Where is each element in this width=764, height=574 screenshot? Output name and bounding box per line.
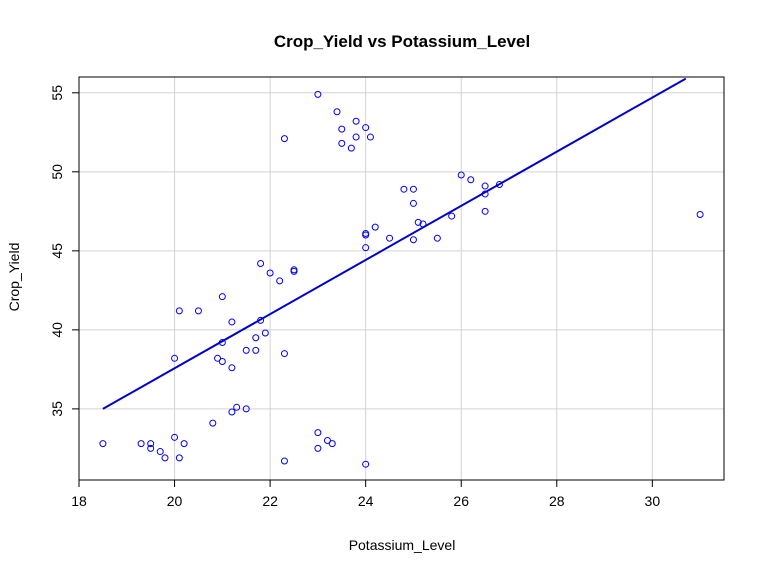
data-point	[409, 185, 417, 193]
y-tick-label: 55	[49, 85, 65, 101]
data-point	[495, 180, 503, 188]
data-points	[99, 90, 704, 468]
data-point	[314, 90, 322, 98]
data-point	[481, 182, 489, 190]
data-point	[137, 440, 145, 448]
y-axis-label: Crop_Yield	[6, 243, 22, 312]
y-tick-label: 50	[49, 164, 65, 180]
data-point	[338, 125, 346, 133]
data-point	[228, 408, 236, 416]
y-tick-label: 45	[49, 243, 65, 259]
data-point	[218, 293, 226, 301]
data-point	[696, 210, 704, 218]
data-point	[175, 454, 183, 462]
data-point	[209, 419, 217, 427]
data-point	[457, 171, 465, 179]
data-point	[214, 354, 222, 362]
data-point	[352, 117, 360, 125]
data-point	[180, 440, 188, 448]
y-tick-label: 40	[49, 322, 65, 338]
regression-line-group	[102, 77, 687, 410]
data-point	[99, 440, 107, 448]
data-point	[347, 144, 355, 152]
data-point	[386, 234, 394, 242]
x-tick-label: 24	[358, 493, 374, 509]
y-axis: 35 40 45 50 55	[49, 85, 79, 417]
data-point	[156, 448, 164, 456]
data-point	[314, 444, 322, 452]
data-point	[147, 444, 155, 452]
data-point	[252, 346, 260, 354]
plot-frame	[78, 76, 725, 481]
data-point	[175, 307, 183, 315]
data-point	[242, 346, 250, 354]
data-point	[161, 454, 169, 462]
x-axis-label: Potassium_Level	[349, 537, 456, 553]
grid-lines	[78, 77, 724, 480]
data-point	[314, 429, 322, 437]
data-point	[467, 176, 475, 184]
data-point	[409, 199, 417, 207]
x-tick-label: 20	[167, 493, 183, 509]
data-point	[228, 364, 236, 372]
data-point	[266, 269, 274, 277]
data-point	[194, 307, 202, 315]
data-point	[171, 433, 179, 441]
data-point	[362, 244, 370, 252]
data-point	[371, 223, 379, 231]
data-point	[433, 234, 441, 242]
data-point	[481, 207, 489, 215]
data-point	[252, 334, 260, 342]
data-point	[328, 440, 336, 448]
data-point	[290, 266, 298, 274]
data-point	[276, 277, 284, 285]
x-tick-label: 30	[645, 493, 661, 509]
data-point	[414, 218, 422, 226]
data-point	[171, 354, 179, 362]
data-point	[280, 350, 288, 358]
data-point	[333, 108, 341, 116]
data-point	[147, 440, 155, 448]
regression-line	[102, 77, 687, 410]
data-point	[261, 329, 269, 337]
x-tick-label: 22	[262, 493, 278, 509]
data-point	[362, 460, 370, 468]
y-tick-label: 35	[49, 401, 65, 417]
x-tick-label: 26	[453, 493, 469, 509]
chart-title: Crop_Yield vs Potassium_Level	[274, 32, 530, 51]
data-point	[366, 133, 374, 141]
data-point	[257, 259, 265, 267]
data-point	[362, 231, 370, 239]
data-point	[409, 236, 417, 244]
x-tick-label: 28	[549, 493, 565, 509]
data-point	[228, 318, 236, 326]
data-point	[448, 212, 456, 220]
data-point	[362, 124, 370, 132]
data-point	[218, 357, 226, 365]
data-point	[323, 436, 331, 444]
x-tick-label: 18	[71, 493, 87, 509]
data-point	[280, 457, 288, 465]
data-point	[400, 185, 408, 193]
data-point	[280, 135, 288, 143]
data-point	[352, 133, 360, 141]
data-point	[338, 139, 346, 147]
data-point	[233, 403, 241, 411]
x-axis: 18 20 22 24 26 28 30	[71, 480, 660, 509]
data-point	[242, 405, 250, 413]
